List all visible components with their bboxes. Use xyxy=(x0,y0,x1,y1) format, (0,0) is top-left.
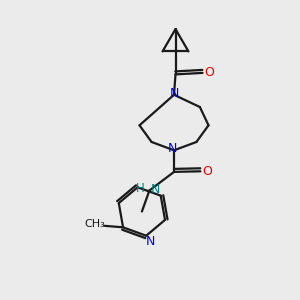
Text: N: N xyxy=(169,87,179,100)
Text: O: O xyxy=(202,165,212,178)
Text: N: N xyxy=(151,183,160,196)
Text: O: O xyxy=(204,66,214,80)
Text: N: N xyxy=(146,235,155,248)
Text: H: H xyxy=(136,182,145,196)
Text: N: N xyxy=(168,142,177,155)
Text: CH₃: CH₃ xyxy=(85,219,105,229)
